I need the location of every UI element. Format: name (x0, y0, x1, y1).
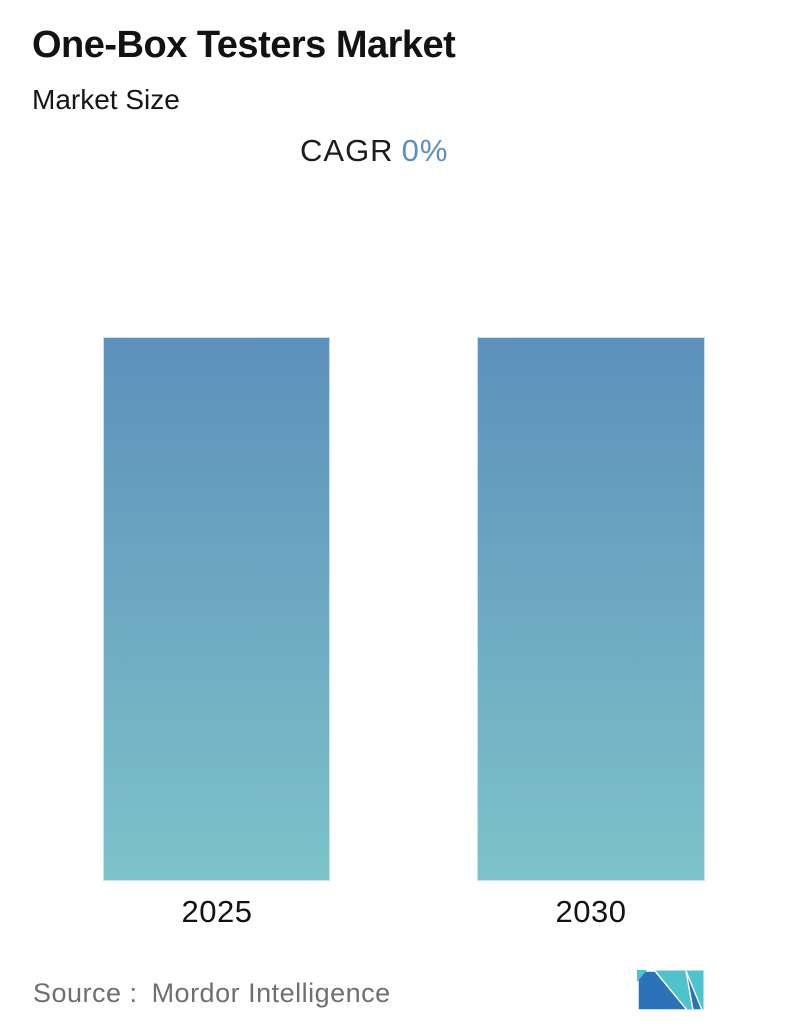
cagr-value: 0% (401, 133, 449, 168)
bar-2025-fill (103, 337, 330, 881)
bar-2030 (477, 337, 705, 881)
x-axis-label-2030: 2030 (555, 894, 627, 929)
source-attribution: Source : Mordor Intelligence (33, 978, 391, 1009)
cagr-annotation: CAGR 0% (300, 133, 448, 169)
mordor-intelligence-logo (637, 970, 704, 1011)
source-label: Source : (33, 978, 138, 1008)
bar-2030-fill (477, 337, 705, 881)
x-axis-label-2025: 2025 (181, 894, 253, 929)
bar-2025 (103, 337, 330, 881)
page-subtitle: Market Size (32, 84, 180, 115)
page-title: One-Box Testers Market (32, 24, 456, 66)
source-value: Mordor Intelligence (151, 978, 391, 1008)
cagr-label: CAGR (300, 133, 394, 168)
